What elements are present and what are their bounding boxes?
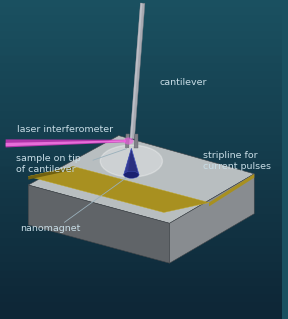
Bar xyxy=(0,0,283,8)
Bar xyxy=(0,88,283,96)
Polygon shape xyxy=(124,148,131,175)
Bar xyxy=(0,128,283,136)
Bar xyxy=(0,56,283,64)
Polygon shape xyxy=(124,148,139,175)
Polygon shape xyxy=(28,136,254,223)
Polygon shape xyxy=(28,167,73,180)
Bar xyxy=(0,207,283,215)
Bar xyxy=(0,199,283,207)
Bar xyxy=(0,167,283,175)
Bar xyxy=(0,24,283,32)
Bar xyxy=(0,40,283,48)
Ellipse shape xyxy=(124,171,139,178)
Bar xyxy=(0,311,283,319)
Polygon shape xyxy=(130,3,143,139)
Bar xyxy=(0,152,283,160)
Bar xyxy=(0,64,283,72)
Bar xyxy=(0,72,283,80)
Bar xyxy=(0,160,283,167)
Polygon shape xyxy=(130,3,145,139)
Bar xyxy=(0,263,283,271)
Bar xyxy=(0,183,283,191)
Polygon shape xyxy=(134,134,139,148)
Bar xyxy=(0,112,283,120)
Polygon shape xyxy=(28,167,209,212)
Bar xyxy=(0,231,283,239)
Bar xyxy=(0,247,283,255)
Text: stripline for
current pulses: stripline for current pulses xyxy=(203,151,271,171)
Bar xyxy=(0,279,283,287)
Bar xyxy=(0,223,283,231)
Bar xyxy=(0,287,283,295)
Text: laser interferometer: laser interferometer xyxy=(17,125,113,134)
Bar xyxy=(0,255,283,263)
Text: nanomagnet: nanomagnet xyxy=(20,224,80,233)
Bar xyxy=(0,8,283,16)
Text: sample on tip
of cantilever: sample on tip of cantilever xyxy=(16,154,80,174)
Bar xyxy=(0,271,283,279)
Bar xyxy=(0,104,283,112)
Bar xyxy=(0,120,283,128)
Bar xyxy=(0,175,283,183)
Polygon shape xyxy=(6,139,126,147)
Bar xyxy=(0,295,283,303)
Bar xyxy=(0,303,283,311)
Text: cantilever: cantilever xyxy=(160,78,207,87)
Bar xyxy=(0,136,283,144)
Bar xyxy=(0,32,283,40)
Bar xyxy=(0,191,283,199)
Bar xyxy=(0,48,283,56)
Polygon shape xyxy=(6,140,126,146)
Bar xyxy=(0,16,283,24)
Ellipse shape xyxy=(124,137,133,145)
Polygon shape xyxy=(126,134,129,148)
Bar xyxy=(0,144,283,152)
Bar xyxy=(0,215,283,223)
Polygon shape xyxy=(209,174,254,206)
Polygon shape xyxy=(28,185,170,263)
Polygon shape xyxy=(170,174,254,263)
Bar xyxy=(0,239,283,247)
Bar xyxy=(0,96,283,104)
Ellipse shape xyxy=(100,145,162,177)
Bar xyxy=(0,80,283,88)
